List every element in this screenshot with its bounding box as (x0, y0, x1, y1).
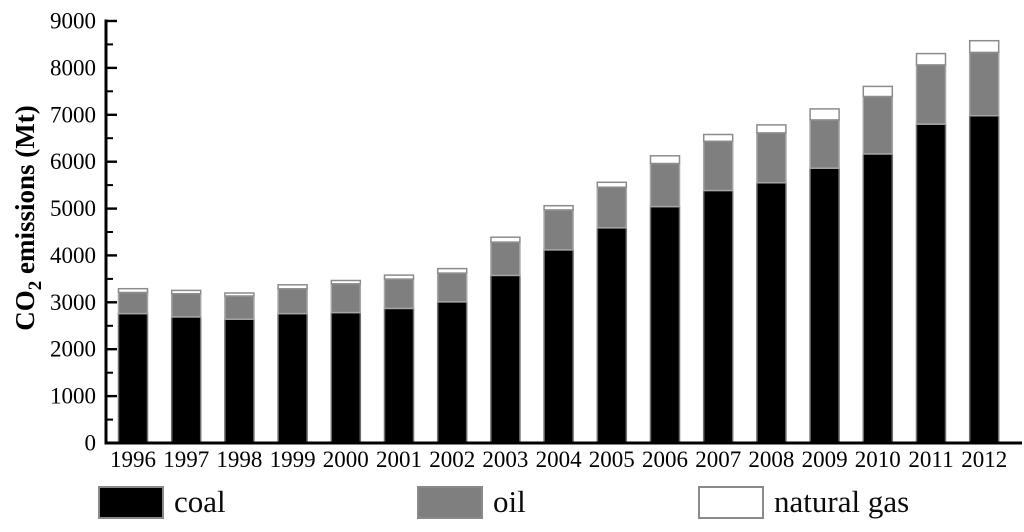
bar-2000-oil (330, 283, 362, 314)
legend-label-coal: coal (174, 484, 226, 519)
bar-2011-oil (915, 64, 947, 125)
bar-2010-oil (862, 95, 894, 155)
bar-2012-oil (968, 51, 1000, 117)
bar-1999-oil (277, 287, 308, 315)
y-tick-label: 6000 (50, 149, 96, 174)
bar-2004-natural-gas (543, 204, 574, 211)
bar-1997-natural-gas (170, 289, 202, 295)
bar-1998-coal (224, 318, 255, 444)
y-tick-label: 1000 (50, 384, 96, 409)
bar-2005-natural-gas (596, 181, 628, 188)
legend-item-natural-gas: natural gas (698, 485, 909, 519)
bar-2000-coal (330, 311, 362, 444)
bar-2007-coal (702, 189, 734, 444)
bar-2008-natural-gas (756, 124, 787, 134)
x-tick-label: 2009 (802, 447, 848, 472)
legend-swatch-oil (417, 485, 483, 519)
bar-2006-oil (649, 162, 681, 208)
x-tick-label: 2012 (961, 447, 1007, 472)
bar-1996-oil (117, 291, 149, 315)
bar-2001-natural-gas (383, 274, 415, 280)
y-tick-label: 5000 (50, 196, 96, 221)
legend-item-oil: oil (417, 485, 526, 519)
bar-2008-coal (756, 182, 787, 444)
x-tick-label: 2011 (908, 447, 953, 472)
x-tick-label: 2000 (323, 447, 369, 472)
bar-2003-coal (490, 274, 521, 444)
bar-2003-natural-gas (490, 236, 521, 243)
bar-2009-coal (809, 167, 840, 444)
legend-label-natural-gas: natural gas (774, 484, 910, 519)
bar-2006-coal (649, 205, 681, 444)
bar-2004-coal (543, 249, 574, 444)
legend-swatch-coal (98, 485, 164, 519)
bar-2004-oil (543, 209, 574, 251)
bar-2007-natural-gas (702, 133, 734, 143)
bar-2002-natural-gas (436, 267, 468, 274)
x-tick-label: 2007 (695, 447, 741, 472)
chart-plot-area: 0 1000 2000 3000 4000 5000 6000 7000 8000 9000 199… (10, 9, 1022, 472)
bar-1999-coal (277, 312, 308, 444)
legend-label-oil: oil (493, 484, 526, 519)
x-tick-label: 1997 (163, 447, 209, 472)
bar-2012-coal (968, 114, 1000, 444)
bar-2011-natural-gas (915, 52, 947, 66)
bar-2009-oil (809, 119, 840, 169)
y-tick-label: 9000 (50, 9, 96, 34)
bar-2002-oil (436, 272, 468, 303)
y-tick-label: 0 (85, 431, 97, 456)
bar-2001-coal (383, 307, 415, 444)
bar-2011-coal (915, 123, 947, 444)
x-tick-label: 2004 (536, 447, 583, 472)
bar-2012-natural-gas (968, 39, 1000, 54)
chart-legend: coal oil natural gas (0, 485, 1024, 525)
bar-2008-oil (756, 132, 787, 184)
bar-1999-natural-gas (277, 284, 308, 290)
y-axis-title: CO2 emissions (Mt) (10, 105, 46, 330)
y-tick-label: 8000 (50, 55, 96, 80)
bar-2001-oil (383, 278, 415, 310)
bar-1997-oil (170, 292, 202, 318)
x-tick-label: 2005 (589, 447, 635, 472)
bar-2005-oil (596, 186, 628, 229)
x-tick-label: 2008 (748, 447, 794, 472)
x-tick-label: 1996 (110, 447, 156, 472)
x-tick-label: 1999 (270, 447, 316, 472)
x-tick-label: 1998 (216, 447, 262, 472)
legend-item-coal: coal (98, 485, 226, 519)
bar-2007-oil (702, 140, 734, 192)
bar-1996-coal (117, 312, 149, 444)
bar-2003-oil (490, 241, 521, 277)
bar-1997-coal (170, 316, 202, 444)
bar-2005-coal (596, 227, 628, 444)
bar-2006-natural-gas (649, 155, 681, 165)
y-tick-label: 4000 (50, 243, 96, 268)
x-tick-label: 2003 (482, 447, 528, 472)
legend-swatch-natural-gas (698, 485, 764, 519)
x-tick-label: 2002 (429, 447, 475, 472)
bar-1998-natural-gas (224, 292, 255, 297)
bar-2010-coal (862, 153, 894, 444)
bar-2002-coal (436, 301, 468, 444)
y-tick-label: 2000 (50, 337, 96, 362)
bar-2010-natural-gas (862, 85, 894, 98)
x-tick-label: 2006 (642, 447, 688, 472)
bar-1996-natural-gas (117, 287, 149, 294)
bar-2009-natural-gas (809, 108, 840, 121)
x-tick-label: 2010 (855, 447, 901, 472)
y-tick-label: 3000 (50, 290, 96, 315)
bar-2000-natural-gas (330, 279, 362, 285)
bar-1998-oil (224, 295, 255, 320)
x-tick-label: 2001 (376, 447, 422, 472)
y-tick-label: 7000 (50, 102, 96, 127)
